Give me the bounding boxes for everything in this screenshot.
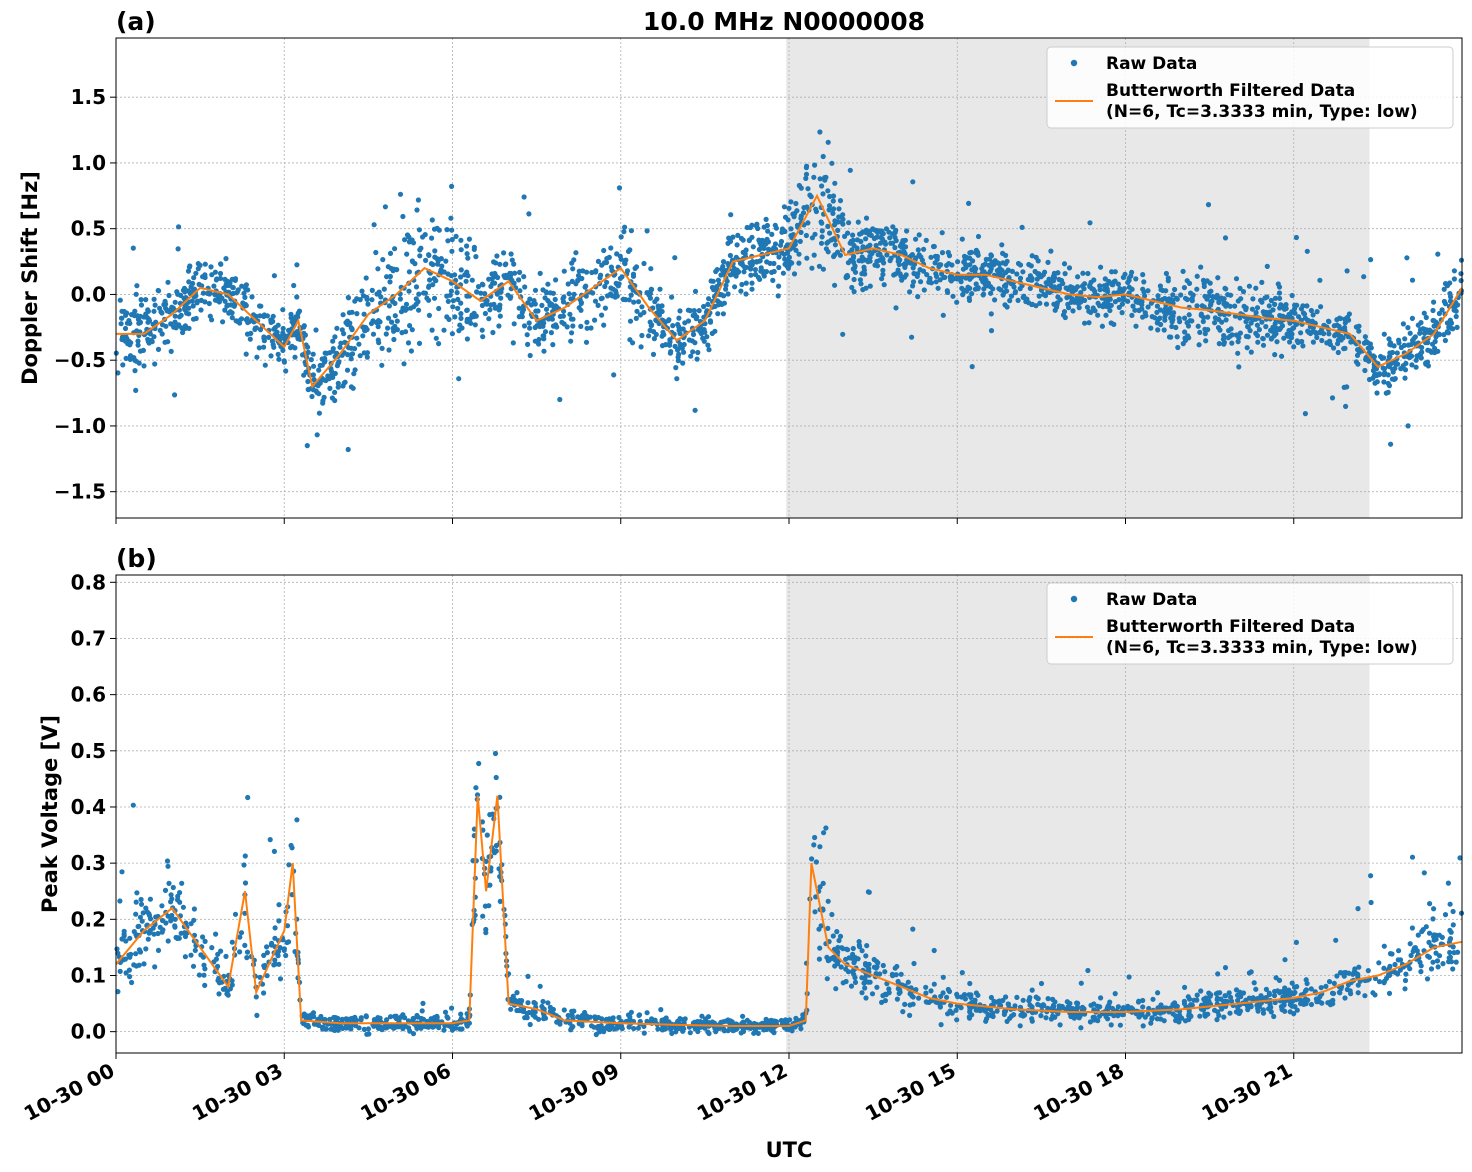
x-tick-label: 10-30 00 bbox=[20, 1058, 118, 1126]
y-tick-label: −0.5 bbox=[54, 348, 106, 372]
y-tick-label: 0.8 bbox=[71, 570, 106, 594]
panel-b: 0.00.10.20.30.40.50.60.70.8 10-30 00 10-3… bbox=[20, 544, 1465, 1162]
x-tick-label: 10-30 03 bbox=[188, 1058, 286, 1126]
panel-b-filtered-line bbox=[115, 795, 1463, 1027]
legend-raw-marker bbox=[1070, 595, 1078, 603]
y-tick-label: 0.5 bbox=[71, 217, 106, 241]
y-tick-label: 0.6 bbox=[71, 683, 106, 707]
y-tick-label: 0.3 bbox=[71, 851, 106, 875]
panel-b-legend: Raw Data Butterworth Filtered Data (N=6,… bbox=[1046, 582, 1454, 665]
panel-a-x-ticks bbox=[115, 518, 1295, 524]
raw-data-points bbox=[113, 129, 1465, 453]
x-tick-label: 10-30 21 bbox=[1198, 1058, 1296, 1126]
y-tick-label: 0.0 bbox=[71, 282, 106, 306]
panel-a-y-ticks: −1.5 −1.0 −0.5 0.0 0.5 1.0 1.5 bbox=[54, 85, 116, 504]
legend-filtered-label: Butterworth Filtered Data bbox=[1106, 81, 1355, 101]
legend-box bbox=[1046, 46, 1454, 129]
y-tick-label: 1.5 bbox=[71, 85, 106, 109]
y-tick-label: 0.5 bbox=[71, 739, 106, 763]
panel-b-y-ticks: 0.0 0.1 0.2 0.3 0.4 0.5 0.6 0.7 0.8 bbox=[71, 570, 116, 1044]
y-tick-label: 0.2 bbox=[71, 907, 106, 931]
x-axis-label: UTC bbox=[766, 1138, 813, 1162]
legend-filtered-label: Butterworth Filtered Data bbox=[1106, 617, 1355, 637]
legend-filtered-params: (N=6, Tc=3.3333 min, Type: low) bbox=[1106, 638, 1418, 658]
panel-a-y-label: Doppler Shift [Hz] bbox=[18, 171, 42, 385]
legend-box bbox=[1046, 582, 1454, 665]
y-tick-label: 0.7 bbox=[71, 626, 106, 650]
figure-title: 10.0 MHz N0000008 bbox=[643, 7, 925, 36]
legend-raw-label: Raw Data bbox=[1106, 590, 1197, 610]
panel-a-raw-scatter bbox=[113, 129, 1465, 453]
panel-b-y-label: Peak Voltage [V] bbox=[38, 715, 62, 913]
y-tick-label: 0.1 bbox=[71, 963, 106, 987]
legend-raw-label: Raw Data bbox=[1106, 54, 1197, 74]
legend-raw-marker bbox=[1070, 59, 1078, 67]
y-tick-label: −1.5 bbox=[54, 480, 106, 504]
panel-b-x-ticks: 10-30 00 10-30 03 10-30 06 10-30 09 10-30 12… bbox=[20, 1053, 1296, 1126]
x-tick-label: 10-30 09 bbox=[525, 1058, 623, 1126]
panel-a-filtered-line bbox=[116, 193, 1463, 389]
y-tick-label: 0.4 bbox=[71, 795, 106, 819]
panel-b-label: (b) bbox=[116, 544, 157, 573]
x-tick-label: 10-30 15 bbox=[861, 1058, 959, 1126]
panel-a-label: (a) bbox=[116, 7, 156, 36]
x-tick-label: 10-30 06 bbox=[356, 1058, 454, 1126]
legend-filtered-params: (N=6, Tc=3.3333 min, Type: low) bbox=[1106, 102, 1418, 122]
y-tick-label: 0.0 bbox=[71, 1020, 106, 1044]
x-tick-label: 10-30 12 bbox=[693, 1058, 791, 1126]
y-tick-label: 1.0 bbox=[71, 151, 106, 175]
panel-a-legend: Raw Data Butterworth Filtered Data (N=6,… bbox=[1046, 46, 1454, 129]
panel-a: −1.5 −1.0 −0.5 0.0 0.5 1.0 1.5 (a) Doppler Shi… bbox=[18, 7, 1465, 524]
x-tick-label: 10-30 18 bbox=[1029, 1058, 1127, 1126]
y-tick-label: −1.0 bbox=[54, 414, 106, 438]
